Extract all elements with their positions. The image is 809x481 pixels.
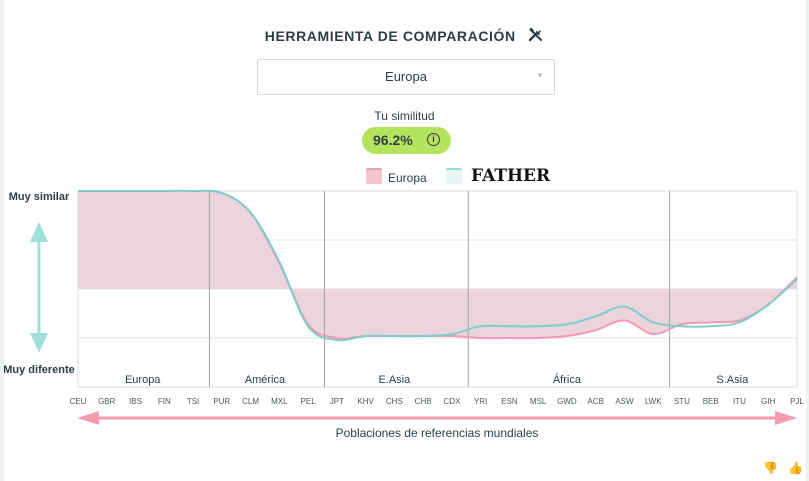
x-tick-label: JPT (330, 397, 344, 406)
series-line-father (78, 189, 798, 342)
similarity-label: Tu similitud (374, 109, 435, 123)
x-tick-label: GBR (98, 397, 116, 406)
title-text: HERRAMIENTA DE COMPARACIÓN (264, 28, 516, 44)
legend-label-europa: Europa (388, 171, 427, 185)
group-label: Europa (125, 374, 161, 386)
x-tick-label: PEL (301, 397, 317, 406)
x-tick-label: GIH (761, 397, 775, 406)
x-tick-label: TSI (187, 397, 199, 406)
similarity-badge: 96.2% i (362, 127, 451, 154)
tool-title: HERRAMIENTA DE COMPARACIÓN (0, 27, 809, 46)
x-tick-label: ITU (733, 397, 746, 406)
x-tick-label: STU (674, 397, 690, 406)
x-axis-label: Poblaciones de referencias mundiales (336, 426, 539, 440)
y-axis-arrow-down (30, 333, 48, 353)
x-axis-arrow-left (77, 411, 99, 425)
right-frame (806, 0, 809, 481)
x-tick-label: CDX (443, 397, 461, 406)
thumbs-up-icon[interactable]: 👍 (788, 461, 803, 475)
tools-icon (528, 27, 544, 46)
x-tick-label: PJL (790, 397, 804, 406)
x-tick-label: ESN (501, 397, 518, 406)
group-label: S.Asia (716, 374, 749, 386)
legend-swatch-father (446, 168, 462, 184)
info-icon[interactable]: i (427, 133, 440, 146)
y-top-label: Muy similar (8, 191, 70, 203)
chevron-down-icon: ▼ (536, 71, 544, 80)
group-label: América (245, 374, 286, 386)
x-tick-label: BEB (703, 397, 719, 406)
x-tick-label: CLM (242, 397, 259, 406)
thumbs-down-icon[interactable]: 👎 (763, 461, 779, 475)
left-frame (0, 0, 4, 481)
series-area-europa (78, 190, 797, 339)
x-tick-label: CEU (70, 397, 87, 406)
x-axis-arrow-right (775, 411, 797, 425)
x-tick-label: FIN (158, 397, 171, 406)
x-tick-label: MXL (271, 397, 288, 406)
x-tick-label: LWK (645, 397, 662, 406)
group-label: África (553, 373, 582, 386)
y-bottom-label: Muy diferente (3, 364, 75, 376)
x-tick-label: IBS (129, 397, 142, 406)
legend-label-father: FATHER (471, 166, 551, 186)
x-tick-label: MSL (530, 397, 547, 406)
similarity-value: 96.2% (373, 132, 413, 148)
x-tick-label: ACB (587, 397, 603, 406)
feedback-icons: 👎 👍 (753, 461, 803, 475)
x-tick-label: YRI (474, 397, 487, 406)
x-tick-label: PUR (213, 397, 230, 406)
x-tick-label: CHS (386, 397, 403, 406)
region-select-value: Europa (385, 69, 427, 84)
x-tick-label: KHV (357, 397, 374, 406)
x-tick-label: CHB (415, 397, 432, 406)
group-label: E.Asia (378, 374, 411, 386)
x-tick-label: ASW (615, 397, 634, 406)
x-tick-label: GWD (557, 397, 577, 406)
legend-swatch-europa (366, 168, 382, 184)
y-axis-arrow-up (30, 222, 48, 242)
region-select[interactable]: Europa ▼ (257, 59, 555, 95)
